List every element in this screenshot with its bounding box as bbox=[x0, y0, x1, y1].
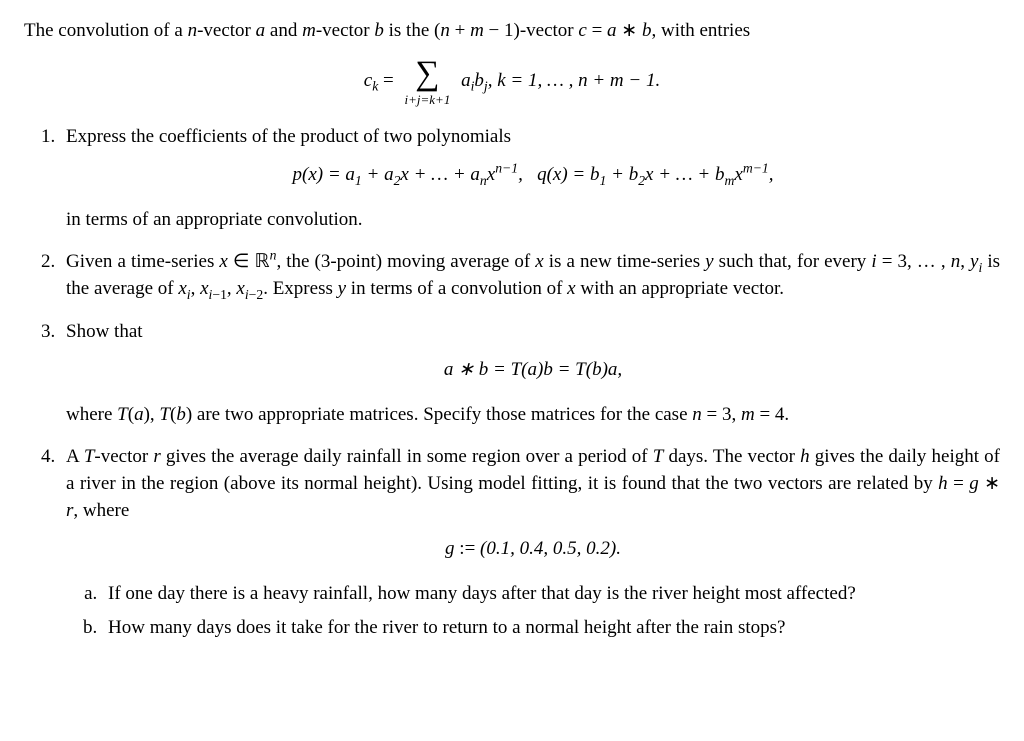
problem-2: Given a time-series x ∈ ℝn, the (3-point… bbox=[60, 249, 1000, 302]
problem-4: A T-vector r gives the average daily rai… bbox=[60, 444, 1000, 642]
problem-list: Express the coefficients of the product … bbox=[24, 124, 1000, 642]
ck-range: , k = 1, … , n + m − 1. bbox=[488, 69, 661, 90]
problem-4b: How many days does it take for the river… bbox=[102, 615, 1000, 642]
problem-2-text: Given a time-series x ∈ ℝn, the (3-point… bbox=[66, 251, 1000, 299]
equation-g: g := (0.1, 0.4, 0.5, 0.2). bbox=[66, 536, 1000, 563]
problem-3-lead: Show that bbox=[66, 321, 143, 342]
intro-paragraph: The convolution of a n-vector a and m-ve… bbox=[24, 18, 1000, 45]
problem-1: Express the coefficients of the product … bbox=[60, 124, 1000, 234]
sum-symbol: ∑ i+j=k+1 bbox=[405, 57, 451, 106]
problem-4-sublist: If one day there is a heavy rainfall, ho… bbox=[66, 581, 1000, 642]
problem-3-tail: where T(a), T(b) are two appropriate mat… bbox=[66, 404, 789, 425]
equation-ck: ck = ∑ i+j=k+1 aibj, k = 1, … , n + m − … bbox=[24, 57, 1000, 106]
problem-1-tail: in terms of an appropriate convolution. bbox=[66, 209, 363, 230]
problem-1-lead: Express the coefficients of the product … bbox=[66, 126, 511, 147]
problem-3: Show that a ∗ b = T(a)b = T(b)a, where T… bbox=[60, 319, 1000, 429]
equation-tab: a ∗ b = T(a)b = T(b)a, bbox=[66, 357, 1000, 384]
intro-text: The convolution of a n-vector a and m-ve… bbox=[24, 20, 750, 41]
problem-4-text: A T-vector r gives the average daily rai… bbox=[66, 446, 1000, 520]
equation-pq: p(x) = a1 + a2x + … + anxn−1, q(x) = b1 … bbox=[66, 162, 1000, 189]
problem-4a: If one day there is a heavy rainfall, ho… bbox=[102, 581, 1000, 608]
ck-lhs: c bbox=[364, 69, 372, 90]
